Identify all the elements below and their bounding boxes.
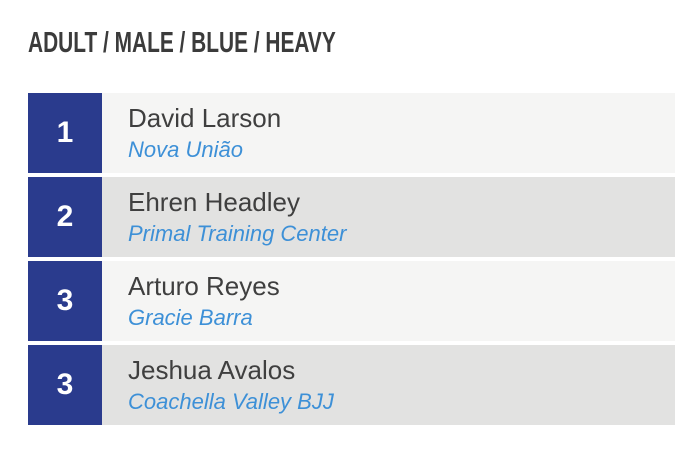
podium-row-2[interactable]: 2 Ehren Headley Primal Training Center [28,177,675,257]
podium-list: 1 David Larson Nova União 2 Ehren Headle… [28,93,675,429]
competitor-team-link[interactable]: Primal Training Center [128,220,347,246]
competitor-name: Ehren Headley [128,186,300,217]
place-badge: 1 [28,93,102,173]
place-badge: 3 [28,345,102,425]
competitor-info: Jeshua Avalos Coachella Valley BJJ [102,345,334,425]
competitor-team-link[interactable]: Coachella Valley BJJ [128,388,334,414]
competitor-info: Arturo Reyes Gracie Barra [102,261,280,341]
category-title: ADULT / MALE / BLUE / HEAVY [28,27,336,59]
podium-row-1[interactable]: 1 David Larson Nova União [28,93,675,173]
competitor-info: Ehren Headley Primal Training Center [102,177,346,257]
competitor-name: David Larson [128,102,282,133]
place-badge: 3 [28,261,102,341]
competitor-name: Jeshua Avalos [128,354,296,385]
competitor-name: Arturo Reyes [128,270,280,301]
podium-row-4[interactable]: 3 Jeshua Avalos Coachella Valley BJJ [28,345,675,425]
competitor-team-link[interactable]: Gracie Barra [128,304,253,330]
competitor-info: David Larson Nova União [102,93,281,173]
competitor-team-link[interactable]: Nova União [128,136,243,162]
place-badge: 2 [28,177,102,257]
podium-row-3[interactable]: 3 Arturo Reyes Gracie Barra [28,261,675,341]
